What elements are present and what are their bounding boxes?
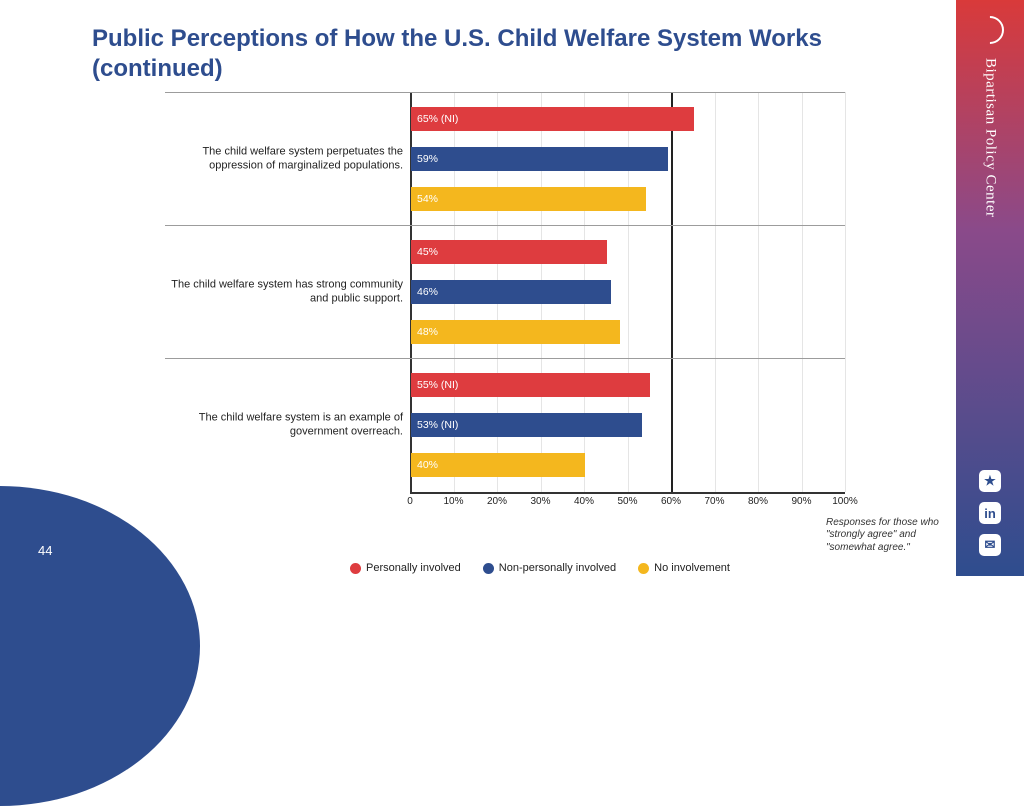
bar-value-label: 59%	[417, 153, 438, 165]
legend-label: No involvement	[654, 562, 730, 574]
legend-label: Personally involved	[366, 562, 461, 574]
social-icon-3[interactable]: ✉	[979, 534, 1001, 556]
legend-swatch-icon	[638, 563, 649, 574]
legend-item: Non-personally involved	[483, 562, 616, 574]
category-label: The child welfare system perpetuates the…	[165, 144, 403, 173]
bar: 59%	[411, 147, 668, 171]
bar: 65% (NI)	[411, 107, 694, 131]
x-tick-label: 60%	[661, 496, 681, 507]
reference-line	[671, 92, 673, 492]
gridline	[758, 92, 759, 492]
bar-value-label: 65% (NI)	[417, 113, 458, 125]
bar-chart: 010%20%30%40%50%60%70%80%90%100% The chi…	[165, 92, 845, 512]
x-tick-label: 100%	[832, 496, 858, 507]
legend-item: Personally involved	[350, 562, 461, 574]
bar-value-label: 40%	[417, 459, 438, 471]
bar-value-label: 53% (NI)	[417, 419, 458, 431]
bar-value-label: 45%	[417, 246, 438, 258]
x-tick-label: 30%	[530, 496, 550, 507]
legend: Personally involved Non-personally involv…	[260, 562, 820, 574]
bar-value-label: 46%	[417, 286, 438, 298]
social-icon-1[interactable]: ★	[979, 470, 1001, 492]
brand-sidebar: Bipartisan Policy Center ★ in ✉	[956, 0, 1024, 576]
x-axis	[410, 492, 845, 494]
gridline	[802, 92, 803, 492]
bar: 48%	[411, 320, 620, 344]
bar: 55% (NI)	[411, 373, 650, 397]
bar: 53% (NI)	[411, 413, 642, 437]
group-separator	[165, 225, 845, 226]
x-tick-label: 50%	[617, 496, 637, 507]
logo-arc-icon	[970, 10, 1010, 50]
x-tick-label: 10%	[443, 496, 463, 507]
group-separator	[165, 92, 845, 93]
bar: 46%	[411, 280, 611, 304]
category-label: The child welfare system has strong comm…	[165, 277, 403, 306]
x-tick-label: 90%	[791, 496, 811, 507]
legend-item: No involvement	[638, 562, 730, 574]
bar: 54%	[411, 187, 646, 211]
bar: 45%	[411, 240, 607, 264]
bar-value-label: 55% (NI)	[417, 379, 458, 391]
x-tick-label: 0	[407, 496, 413, 507]
legend-label: Non-personally involved	[499, 562, 616, 574]
x-tick-label: 20%	[487, 496, 507, 507]
page-title: Public Perceptions of How the U.S. Child…	[92, 24, 872, 84]
org-label: Bipartisan Policy Center	[982, 58, 999, 217]
x-tick-label: 40%	[574, 496, 594, 507]
gridline	[845, 92, 846, 492]
legend-swatch-icon	[483, 563, 494, 574]
x-tick-label: 80%	[748, 496, 768, 507]
category-label: The child welfare system is an example o…	[165, 410, 403, 439]
gridline	[715, 92, 716, 492]
corner-blue-arc	[0, 486, 200, 806]
page-number: 44	[38, 543, 52, 558]
x-tick-label: 70%	[704, 496, 724, 507]
bar: 40%	[411, 453, 585, 477]
group-separator	[165, 358, 845, 359]
social-icon-2[interactable]: in	[979, 502, 1001, 524]
footnote: Responses for those who "strongly agree"…	[826, 517, 946, 555]
bar-value-label: 54%	[417, 193, 438, 205]
bar-value-label: 48%	[417, 326, 438, 338]
legend-swatch-icon	[350, 563, 361, 574]
